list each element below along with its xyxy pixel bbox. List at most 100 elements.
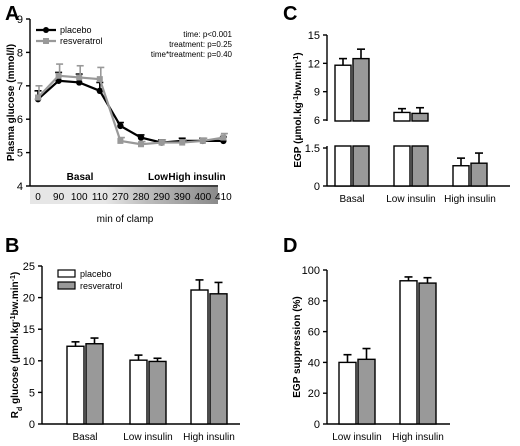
d-category-label: High insulin [392, 432, 444, 443]
a-legend-marker-placebo [43, 27, 49, 33]
a-point-placebo [96, 87, 104, 95]
c-y-axis-label-part: -1 [293, 56, 300, 62]
a-series-line-resveratrol [37, 74, 224, 146]
c-bar [452, 165, 470, 187]
c-category-label: Basal [339, 194, 364, 205]
a-point-resveratrol [158, 139, 165, 146]
a-x-tick-label: 390 [174, 192, 191, 203]
c-y-axis-label-part: ) [293, 52, 304, 55]
b-y-axis-label-part: -1 [10, 315, 17, 321]
c-bar-lower [411, 145, 429, 187]
a-y-tick-label: 8 [17, 47, 23, 59]
a-point-resveratrol [76, 74, 83, 81]
c-y-tick-label: 12 [308, 58, 320, 70]
a-phase-label-high: High insulin [168, 172, 225, 183]
a-legend-marker-resveratrol [43, 38, 49, 44]
c-y-tick-label: 15 [308, 30, 320, 42]
b-legend-swatch-placebo [57, 269, 76, 278]
b-legend-label-placebo: placebo [80, 269, 112, 279]
a-y-tick-label: 5 [17, 148, 23, 160]
b-legend-swatch-resveratrol [57, 281, 76, 290]
a-y-tick-label: 9 [17, 14, 23, 26]
c-y-axis-label: EGP (μmol.kg-1bw.min-1) [293, 52, 305, 167]
b-bar-resveratrol [85, 343, 104, 425]
b-y-axis-label: Rd glucose (μmol.kg-1bw.min-1) [10, 272, 24, 418]
a-x-tick-label: 110 [92, 192, 108, 203]
d-bar [338, 361, 357, 425]
a-phase-label-basal: Basal [67, 172, 94, 183]
b-y-tick-label: 0 [29, 419, 35, 431]
b-y-axis-label-part: R [10, 410, 21, 418]
b-y-tick-label: 25 [23, 261, 35, 273]
a-point-resveratrol [138, 141, 144, 148]
b-y-tick-label: 5 [29, 387, 35, 399]
a-annotation: time: p<0.001 [183, 30, 232, 39]
b-y-axis-label-part: bw.min [10, 281, 21, 315]
d-y-tick-label: 0 [314, 419, 320, 431]
b-category-label: Low insulin [123, 432, 172, 443]
a-point-resveratrol [35, 94, 41, 101]
a-point-placebo [137, 134, 145, 141]
c-bar [470, 162, 488, 187]
b-bar-placebo [66, 345, 85, 425]
b-category-label: Basal [72, 432, 97, 443]
b-bar-resveratrol [209, 293, 228, 425]
d-y-tick-label: 80 [308, 296, 320, 308]
c-bar-upper [352, 57, 370, 122]
d-bar [399, 280, 418, 425]
a-annotation: time*treatment: p=0.40 [151, 50, 233, 59]
c-bar-upper [334, 64, 352, 122]
c-category-label: Low insulin [386, 194, 435, 205]
c-bar-upper [411, 112, 429, 122]
b-y-tick-label: 20 [23, 293, 35, 305]
a-point-resveratrol [55, 72, 62, 79]
panel-letter-d: D [283, 235, 297, 257]
a-point-resveratrol [220, 134, 227, 141]
a-y-axis-label: Plasma glucose (mmol/l) [6, 44, 17, 161]
b-y-axis-label-part: ) [10, 272, 21, 275]
a-legend-label-resveratrol: resveratrol [60, 36, 103, 46]
a-y-tick-label: 7 [17, 81, 23, 93]
a-x-tick-label: 280 [133, 192, 150, 203]
a-x-tick-label: 290 [153, 192, 170, 203]
a-x-tick-label: 90 [53, 192, 65, 203]
c-y-axis-label-part: EGP (μmol.kg [293, 102, 304, 167]
c-bar-lower [334, 145, 352, 187]
a-point-resveratrol [96, 76, 103, 83]
panel-letter-c: C [283, 3, 297, 25]
a-time-strip [30, 187, 218, 204]
a-legend-label-placebo: placebo [60, 25, 92, 35]
b-y-tick-label: 15 [23, 324, 35, 336]
b-bar-placebo [129, 359, 148, 425]
a-point-placebo [76, 79, 83, 86]
c-y-tick-label: 9 [314, 87, 320, 99]
a-y-tick-label: 4 [17, 181, 23, 193]
c-y-tick-label: 0 [314, 181, 320, 193]
a-x-tick-label: 270 [112, 192, 129, 203]
a-y-tick-label: 6 [17, 114, 23, 126]
d-y-tick-label: 40 [308, 357, 320, 369]
d-y-tick-label: 100 [302, 265, 320, 277]
d-bar [357, 358, 376, 425]
a-point-placebo [55, 77, 62, 84]
b-category-label: High insulin [183, 432, 235, 443]
c-bar-upper [393, 111, 411, 122]
b-bar-resveratrol [148, 360, 167, 425]
a-annotation: treatment: p=0.25 [169, 40, 232, 49]
c-bar-lower [393, 145, 411, 187]
d-y-tick-label: 60 [308, 327, 320, 339]
d-category-label: Low insulin [332, 432, 381, 443]
a-phase-label-low: Low [148, 172, 168, 183]
b-y-axis-label-part: glucose (μmol.kg [10, 322, 21, 407]
b-y-axis-label-part: -1 [10, 275, 17, 281]
c-y-axis-label-part: bw.min [293, 62, 304, 96]
c-y-tick-label: 1.5 [305, 143, 320, 155]
a-point-resveratrol [199, 137, 206, 144]
c-category-label: High insulin [444, 194, 496, 205]
a-point-resveratrol [179, 139, 186, 146]
c-y-tick-label: 6 [314, 115, 320, 127]
panel-letter-a: A [5, 3, 19, 25]
a-x-tick-label: 410 [215, 192, 232, 203]
c-y-axis-label-part: -1 [293, 96, 300, 102]
